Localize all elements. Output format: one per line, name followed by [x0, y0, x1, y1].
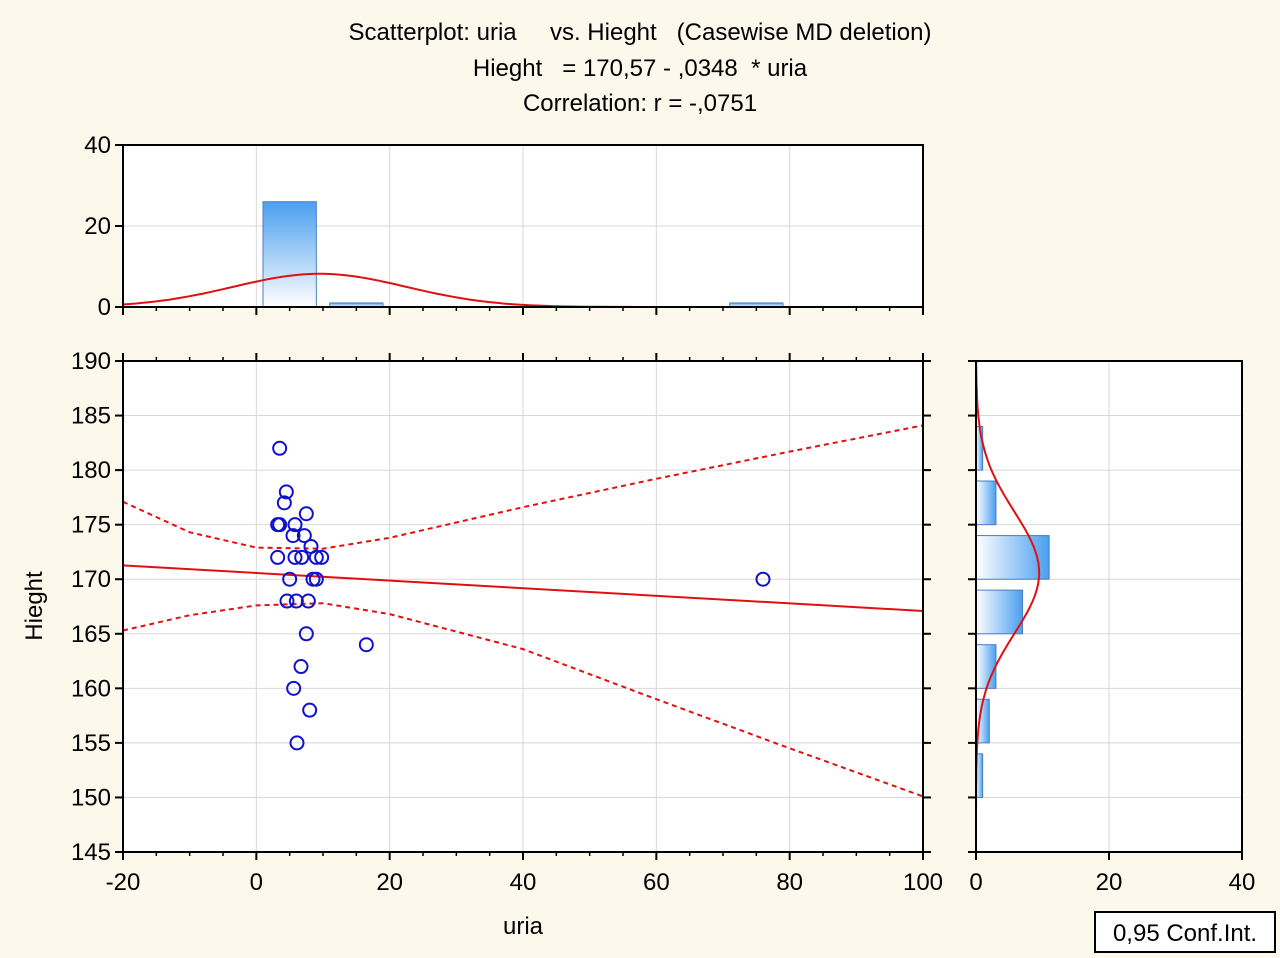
x-tick-label: 40 — [510, 869, 537, 896]
regression-line — [122, 564, 924, 612]
y-tick-label: 165 — [71, 621, 111, 648]
confidence-band-upper — [122, 424, 924, 550]
x-tick-label: 80 — [776, 869, 803, 896]
confidence-legend: 0,95 Conf.Int. — [1094, 911, 1276, 953]
y-histogram-bar — [975, 589, 1024, 635]
scatter-point — [358, 637, 374, 653]
scatter-point — [293, 659, 309, 675]
y-tick-label: 150 — [71, 784, 111, 811]
x-tick-label: 100 — [903, 869, 943, 896]
confidence-legend-label: 0,95 Conf.Int. — [1113, 920, 1257, 947]
y-histogram-bar — [975, 644, 997, 689]
scatter-points — [270, 440, 771, 751]
y-tick-label: 185 — [71, 403, 111, 430]
y-tick-label: 190 — [71, 348, 111, 375]
y-tick-label: 145 — [71, 839, 111, 866]
x-tick-label: 60 — [643, 869, 670, 896]
confidence-legend-box — [1094, 911, 1276, 953]
y-tick-label: 170 — [71, 566, 111, 593]
scatter-point — [755, 571, 771, 587]
x-tick-label: 20 — [376, 869, 403, 896]
scatter-point — [278, 484, 294, 500]
scatter-point — [300, 593, 316, 609]
scatter-point — [287, 517, 303, 533]
scatter-point — [285, 528, 301, 544]
scatter-point — [298, 506, 314, 522]
histy-x-tick-label: 20 — [1096, 869, 1123, 896]
histx-y-tick-label: 20 — [84, 213, 111, 240]
scatter-point — [289, 735, 305, 751]
chart-title-line2: Hieght = 170,57 - ,0348 * uria — [473, 55, 808, 82]
x-axis-label: uria — [503, 913, 544, 940]
histx-y-tick-label: 0 — [98, 294, 111, 321]
scatter-point — [302, 702, 318, 718]
y-tick-label: 175 — [71, 512, 111, 539]
scatter-point — [294, 549, 310, 565]
x-tick-label: -20 — [106, 869, 141, 896]
y-tick-label: 155 — [71, 730, 111, 757]
scatter-point — [286, 680, 302, 696]
x-histogram-bar — [262, 201, 317, 308]
y-tick-label: 160 — [71, 675, 111, 702]
scatter-point — [279, 593, 295, 609]
scatter-point — [287, 549, 303, 565]
chart-title-line1: Scatterplot: uria vs. Hieght (Casewise M… — [349, 19, 932, 46]
scatter-point — [314, 549, 330, 565]
scatter-point — [282, 571, 298, 587]
scatter-point — [308, 549, 324, 565]
grid-lines — [123, 145, 1242, 852]
x-tick-label: 0 — [250, 869, 263, 896]
axis-ticks: -20 0 20 40 60 80 100 145 150 155 160 165 170 175 180 1… — [71, 132, 1255, 896]
histy-x-tick-label: 0 — [969, 869, 982, 896]
scatter-point — [298, 626, 314, 642]
scatter-point — [272, 440, 288, 456]
scatter-point — [272, 517, 288, 533]
scatter-point — [276, 495, 292, 511]
chart-title-line3: Correlation: r = -,0751 — [523, 90, 757, 117]
scatter-point — [270, 549, 286, 565]
scatter-point — [296, 528, 312, 544]
histogram-bars — [262, 201, 1050, 798]
y-tick-label: 180 — [71, 457, 111, 484]
histx-y-tick-label: 40 — [84, 132, 111, 159]
y-axis-label: Hieght — [21, 571, 48, 641]
histy-x-tick-label: 40 — [1229, 869, 1256, 896]
y-histogram-bar — [975, 480, 997, 526]
confidence-band-lower — [122, 602, 924, 798]
scatter-point — [308, 571, 324, 587]
